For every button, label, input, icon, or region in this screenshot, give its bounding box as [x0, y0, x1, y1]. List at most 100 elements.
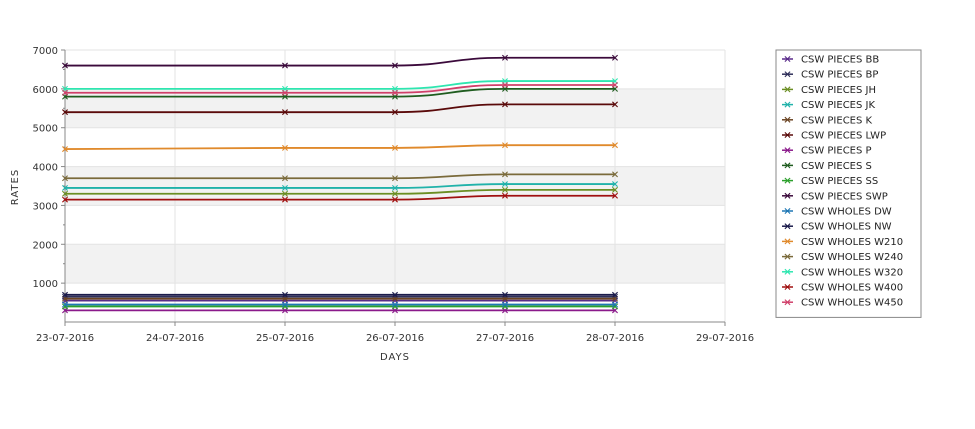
legend: CSW PIECES BB CSW PIECES BP CSW PIECES JH C… — [775, 49, 922, 318]
data-point — [392, 62, 398, 69]
series-csw-pieces-jk — [62, 181, 618, 191]
legend-item: CSW PIECES JH — [782, 85, 876, 96]
series-line — [65, 188, 615, 195]
data-point — [62, 175, 68, 182]
legend-item: CSW PIECES BP — [782, 70, 878, 81]
series-line — [65, 173, 615, 180]
data-point — [612, 142, 618, 149]
legend-label: CSW PIECES BB — [801, 55, 879, 66]
data-point — [62, 190, 68, 197]
data-point — [612, 192, 618, 199]
series-csw-wholes-w210 — [62, 142, 618, 153]
data-point — [392, 184, 398, 191]
legend-label: CSW WHOLES W240 — [801, 252, 903, 263]
data-point — [282, 184, 288, 191]
legend-item: CSW PIECES JK — [782, 100, 875, 111]
data-point — [282, 190, 288, 197]
legend-item: CSW WHOLES W450 — [782, 298, 903, 309]
data-point — [62, 89, 68, 96]
legend-label: CSW PIECES SS — [801, 176, 878, 187]
legend-item: CSW WHOLES W240 — [782, 252, 903, 263]
series-csw-wholes-nw — [62, 291, 618, 298]
data-point — [502, 101, 508, 108]
data-point — [62, 301, 68, 308]
y-tick-label: 5000 — [33, 124, 58, 135]
data-point — [282, 301, 288, 308]
data-point — [612, 186, 618, 193]
series-csw-pieces-p — [62, 307, 618, 314]
data-point — [502, 291, 508, 298]
legend-marker — [784, 101, 791, 108]
x-tick-label: 29-07-2016 — [696, 333, 754, 344]
series-layer — [62, 54, 618, 314]
legend-label: CSW PIECES K — [801, 115, 873, 126]
data-point — [502, 81, 508, 88]
y-tick-label: 1000 — [33, 279, 58, 290]
data-point — [282, 109, 288, 116]
legend-label: CSW PIECES JK — [801, 100, 875, 111]
legend-label: CSW PIECES P — [801, 146, 872, 157]
series-line — [65, 84, 615, 94]
legend-label: CSW PIECES S — [801, 161, 872, 172]
data-point — [392, 196, 398, 203]
data-point — [282, 62, 288, 69]
legend-label: CSW WHOLES W320 — [801, 267, 903, 278]
legend-label: CSW PIECES BP — [801, 70, 878, 81]
series-csw-pieces-swp — [62, 54, 618, 69]
legend-item: CSW PIECES BB — [782, 55, 879, 66]
data-point — [282, 89, 288, 96]
data-point — [282, 175, 288, 182]
legend-label: CSW WHOLES W450 — [801, 298, 903, 309]
legend-marker — [784, 208, 791, 214]
series-line — [65, 103, 615, 114]
series-line — [64, 87, 615, 98]
data-point — [612, 291, 618, 298]
data-point — [392, 175, 398, 182]
y-tick-label: 4000 — [33, 163, 58, 174]
data-point — [392, 190, 398, 197]
data-point — [282, 291, 288, 298]
x-tick-label: 27-07-2016 — [476, 333, 534, 344]
series-line — [64, 194, 615, 201]
data-point — [392, 109, 398, 116]
legend-box — [775, 49, 922, 318]
legend-marker — [784, 284, 791, 290]
x-tick-label: 24-07-2016 — [146, 333, 204, 344]
legend-item: CSW WHOLES W400 — [782, 283, 903, 294]
legend-item: CSW PIECES SS — [782, 176, 878, 187]
legend-marker — [784, 86, 791, 93]
legend-label: CSW WHOLES W400 — [801, 283, 903, 294]
x-axis-title: DAYS — [380, 352, 410, 363]
legend-marker — [784, 132, 791, 138]
data-point — [612, 171, 618, 178]
y-axis-title: RATES — [10, 169, 21, 205]
x-tick-label: 28-07-2016 — [586, 333, 644, 344]
legend-marker — [784, 147, 791, 154]
y-tick-label: 3000 — [33, 201, 58, 212]
data-point — [612, 54, 618, 61]
legend-marker — [784, 56, 791, 62]
legend-label: CSW WHOLES DW — [801, 207, 892, 218]
legend-item: CSW WHOLES NW — [782, 222, 892, 233]
data-point — [502, 142, 508, 149]
legend-marker — [784, 253, 791, 260]
series-line — [64, 183, 615, 189]
legend-item: CSW WHOLES W210 — [782, 237, 903, 248]
data-point — [502, 181, 508, 188]
data-point — [612, 181, 618, 188]
data-point — [392, 144, 398, 151]
legend-item: CSW PIECES K — [782, 115, 873, 126]
x-tick-label: 23-07-2016 — [36, 333, 94, 344]
legend-label: CSW WHOLES NW — [801, 222, 892, 233]
legend-label: CSW WHOLES W210 — [801, 237, 903, 248]
data-point — [502, 192, 508, 199]
y-tick-label: 7000 — [33, 46, 58, 57]
data-point — [502, 301, 508, 308]
data-point — [62, 146, 68, 153]
data-point — [62, 196, 68, 203]
series-csw-wholes-w240 — [62, 171, 618, 182]
series-line — [64, 56, 615, 67]
series-csw-pieces-jh — [62, 186, 618, 197]
legend-label: CSW PIECES JH — [801, 85, 876, 96]
